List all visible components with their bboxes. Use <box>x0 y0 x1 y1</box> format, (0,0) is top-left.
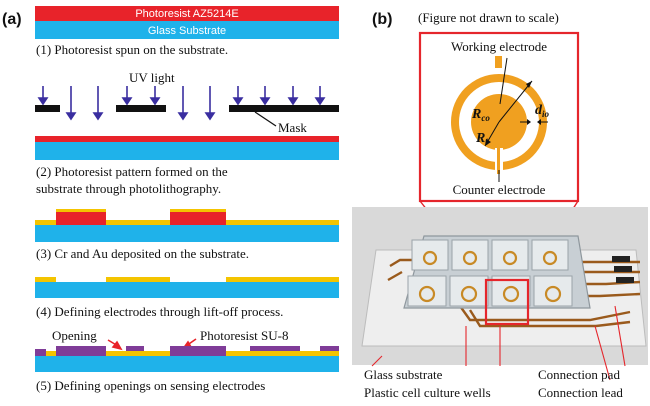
r-i-symbol: Ri <box>475 131 488 147</box>
step2-caption-line1: (2) Photoresist pattern formed on the <box>36 164 228 179</box>
uv-light-label: UV light <box>129 70 175 85</box>
step5-diagram <box>35 346 339 372</box>
step4-diagram <box>35 277 339 298</box>
culture-wells-label: Plastic cell culture wells <box>364 385 491 400</box>
working-electrode-label: Working electrode <box>451 39 547 54</box>
su8-label: Photoresist SU-8 <box>200 328 288 343</box>
step4-caption: (4) Defining electrodes through lift-off… <box>36 304 283 319</box>
not-to-scale-note: (Figure not drawn to scale) <box>418 10 559 25</box>
mask-pointer <box>254 111 277 127</box>
opening-label: Opening <box>52 328 97 343</box>
mask-label: Mask <box>278 120 307 135</box>
highlighted-well <box>484 278 530 326</box>
photoresist-layer-2 <box>35 136 339 142</box>
chip-photo <box>352 207 648 365</box>
step3-caption: (3) Cr and Au deposited on the substrate… <box>36 246 249 261</box>
glass-layer-label: Glass Substrate <box>148 25 226 37</box>
connection-lead-label: Connection lead <box>538 385 623 400</box>
uv-arrows <box>37 86 326 121</box>
connection-pad-label: Connection pad <box>538 367 620 382</box>
step5-caption: (5) Defining openings on sensing electro… <box>36 378 265 393</box>
step1-caption: (1) Photoresist spun on the substrate. <box>36 42 228 57</box>
r-co-symbol: Rco <box>471 107 490 123</box>
glass-layer-2 <box>35 142 339 160</box>
d-io-symbol: dio <box>535 103 550 119</box>
step2-diagram: UV light Mask <box>35 70 339 160</box>
electrode-drawing <box>451 56 548 182</box>
glass-layer <box>35 21 339 39</box>
panel-b-label: (b) <box>372 11 392 28</box>
photoresist-layer-label: Photoresist AZ5214E <box>135 8 238 20</box>
opening-arrow <box>107 339 123 351</box>
photoresist-layer <box>35 6 339 21</box>
panel-a-label: (a) <box>2 11 22 28</box>
step2-caption-line2: substrate through photolithography. <box>36 181 221 196</box>
counter-electrode-label: Counter electrode <box>453 182 546 197</box>
step1-diagram: Photoresist AZ5214E Glass Substrate <box>35 6 339 39</box>
glass-substrate-label: Glass substrate <box>364 367 443 382</box>
step3-diagram <box>35 209 339 242</box>
callout-lines <box>371 305 626 381</box>
mask-pieces <box>35 105 339 112</box>
